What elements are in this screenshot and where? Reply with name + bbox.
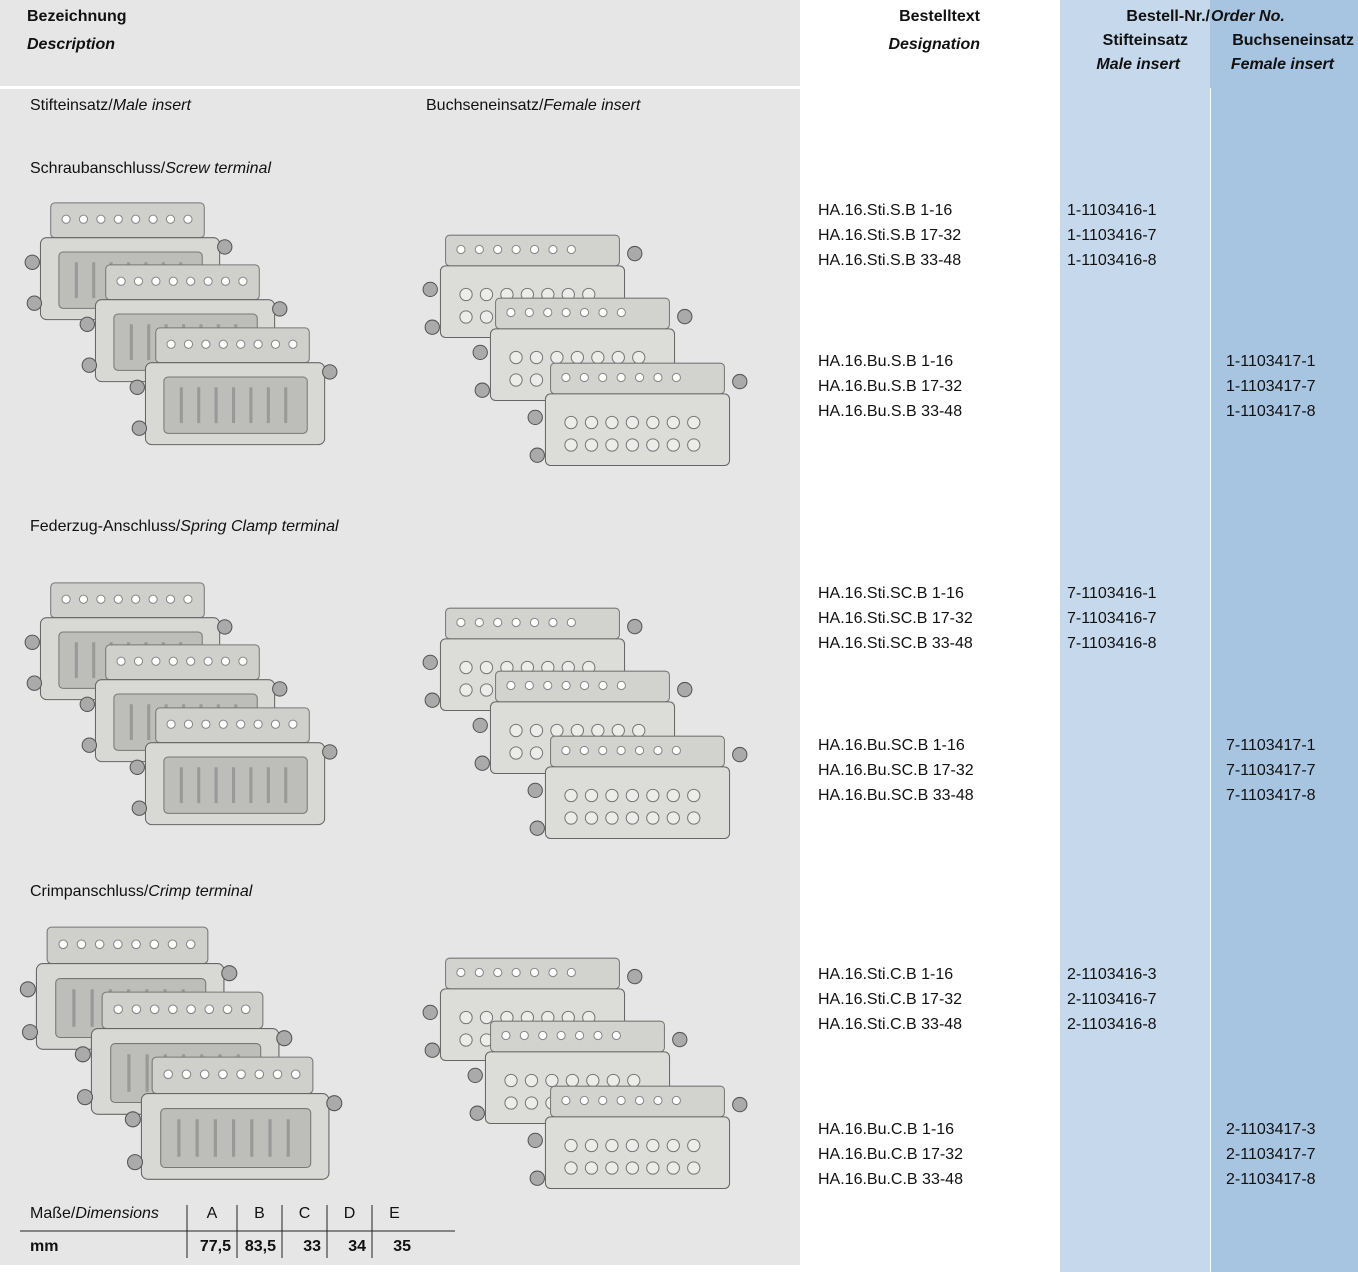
female-column-bg bbox=[1210, 0, 1358, 1272]
designation: HA.16.Sti.S.B 33-48 bbox=[818, 252, 962, 269]
dimension-dividers bbox=[186, 1205, 373, 1258]
header-female-de: Buchseneinsatz bbox=[1232, 32, 1354, 49]
dimension-column: D bbox=[343, 1205, 356, 1222]
female-image bbox=[422, 957, 748, 1189]
female-order-no: 2-1103417-7 bbox=[1226, 1146, 1316, 1163]
title-de: Crimpanschluss/ bbox=[30, 883, 149, 900]
male-order-no: 1-1103416-1 bbox=[1067, 202, 1157, 219]
title-en: Crimp terminal bbox=[148, 883, 253, 900]
designation: HA.16.Sti.SC.B 1-16 bbox=[818, 585, 964, 602]
male-order-no: 7-1103416-8 bbox=[1067, 635, 1157, 652]
dimensions-unit: mm bbox=[30, 1238, 59, 1255]
header-description-en: Description bbox=[27, 36, 116, 53]
dimension-value: 77,5 bbox=[199, 1238, 231, 1255]
male-order-no: 2-1103416-8 bbox=[1067, 1016, 1157, 1033]
title-en: Spring Clamp terminal bbox=[180, 518, 339, 535]
designation: HA.16.Sti.SC.B 17-32 bbox=[818, 610, 973, 627]
male-image bbox=[18, 925, 344, 1181]
female-image bbox=[422, 607, 748, 839]
designation: HA.16.Bu.SC.B 33-48 bbox=[818, 787, 974, 804]
designation: HA.16.Sti.C.B 33-48 bbox=[818, 1016, 963, 1033]
designation: HA.16.Bu.SC.B 1-16 bbox=[818, 737, 965, 754]
header-male-en: Male insert bbox=[1096, 56, 1180, 73]
designation: HA.16.Bu.S.B 1-16 bbox=[818, 353, 954, 370]
header-male-de: Stifteinsatz bbox=[1102, 32, 1188, 49]
dimension-value: 34 bbox=[348, 1238, 366, 1255]
header-rule bbox=[0, 86, 800, 89]
label-de: Stifteinsatz/ bbox=[30, 97, 113, 114]
female-order-no: 7-1103417-8 bbox=[1226, 787, 1316, 804]
male-column-bg bbox=[1060, 0, 1210, 1272]
designation: HA.16.Sti.C.B 1-16 bbox=[818, 966, 954, 983]
section-title: Schraubanschluss/Screw terminal bbox=[30, 160, 271, 178]
title-de: Federzug-Anschluss/ bbox=[30, 518, 181, 535]
dimension-column: C bbox=[298, 1205, 311, 1222]
header-order-no-en: Order No. bbox=[1211, 8, 1285, 25]
designation: HA.16.Bu.S.B 33-48 bbox=[818, 403, 963, 420]
section-title: Federzug-Anschluss/Spring Clamp terminal bbox=[30, 518, 339, 536]
dimension-column: A bbox=[206, 1205, 218, 1222]
designation: HA.16.Bu.S.B 17-32 bbox=[818, 378, 963, 395]
male-image bbox=[23, 201, 339, 447]
dimension-column: B bbox=[254, 1205, 265, 1222]
title-de: Schraubanschluss/ bbox=[30, 160, 166, 177]
male-order-no: 7-1103416-7 bbox=[1067, 610, 1157, 627]
dimension-column: E bbox=[389, 1205, 400, 1222]
dimensions-label: Maße/Dimensions bbox=[30, 1205, 159, 1223]
label-de: Maße/ bbox=[30, 1205, 76, 1222]
section-title: Crimpanschluss/Crimp terminal bbox=[30, 883, 252, 901]
designation: HA.16.Sti.S.B 1-16 bbox=[818, 202, 953, 219]
male-order-no: 1-1103416-7 bbox=[1067, 227, 1157, 244]
column-female: Buchseneinsatz/Female insert bbox=[426, 97, 640, 115]
male-order-no: 2-1103416-7 bbox=[1067, 991, 1157, 1008]
male-order-no: 2-1103416-3 bbox=[1067, 966, 1157, 983]
label-en: Female insert bbox=[543, 97, 641, 114]
designation: HA.16.Sti.S.B 17-32 bbox=[818, 227, 962, 244]
male-order-no: 7-1103416-1 bbox=[1067, 585, 1157, 602]
label-de: Buchseneinsatz/ bbox=[426, 97, 544, 114]
dimension-value: 83,5 bbox=[244, 1238, 276, 1255]
female-image bbox=[422, 234, 748, 466]
header-designation-en: Designation bbox=[888, 36, 980, 53]
male-image bbox=[23, 581, 339, 827]
female-order-no: 2-1103417-8 bbox=[1226, 1171, 1316, 1188]
product-images bbox=[18, 201, 748, 1258]
header-female-en: Female insert bbox=[1230, 56, 1334, 73]
female-order-no: 7-1103417-7 bbox=[1226, 762, 1316, 779]
designation: HA.16.Bu.C.B 1-16 bbox=[818, 1121, 955, 1138]
label-en: Dimensions bbox=[75, 1205, 159, 1222]
header-designation-de: Bestelltext bbox=[899, 8, 980, 25]
female-order-no: 1-1103417-1 bbox=[1226, 353, 1316, 370]
header-description-de: Bezeichnung bbox=[27, 8, 127, 25]
female-order-no: 2-1103417-3 bbox=[1226, 1121, 1316, 1138]
label-en: Male insert bbox=[112, 97, 191, 114]
female-order-no: 7-1103417-1 bbox=[1226, 737, 1316, 754]
column-male: Stifteinsatz/Male insert bbox=[30, 97, 191, 115]
column-rule bbox=[1210, 88, 1211, 1272]
dimension-value: 35 bbox=[393, 1238, 411, 1255]
designation: HA.16.Sti.C.B 17-32 bbox=[818, 991, 963, 1008]
header-order-no-de: Bestell-Nr./ bbox=[1126, 8, 1210, 25]
designation: HA.16.Bu.C.B 17-32 bbox=[818, 1146, 963, 1163]
designation: HA.16.Sti.SC.B 33-48 bbox=[818, 635, 973, 652]
dimension-value: 33 bbox=[303, 1238, 321, 1255]
designation: HA.16.Bu.SC.B 17-32 bbox=[818, 762, 974, 779]
female-order-no: 1-1103417-7 bbox=[1226, 378, 1316, 395]
designation: HA.16.Bu.C.B 33-48 bbox=[818, 1171, 963, 1188]
male-order-no: 1-1103416-8 bbox=[1067, 252, 1157, 269]
title-en: Screw terminal bbox=[165, 160, 271, 177]
female-order-no: 1-1103417-8 bbox=[1226, 403, 1316, 420]
